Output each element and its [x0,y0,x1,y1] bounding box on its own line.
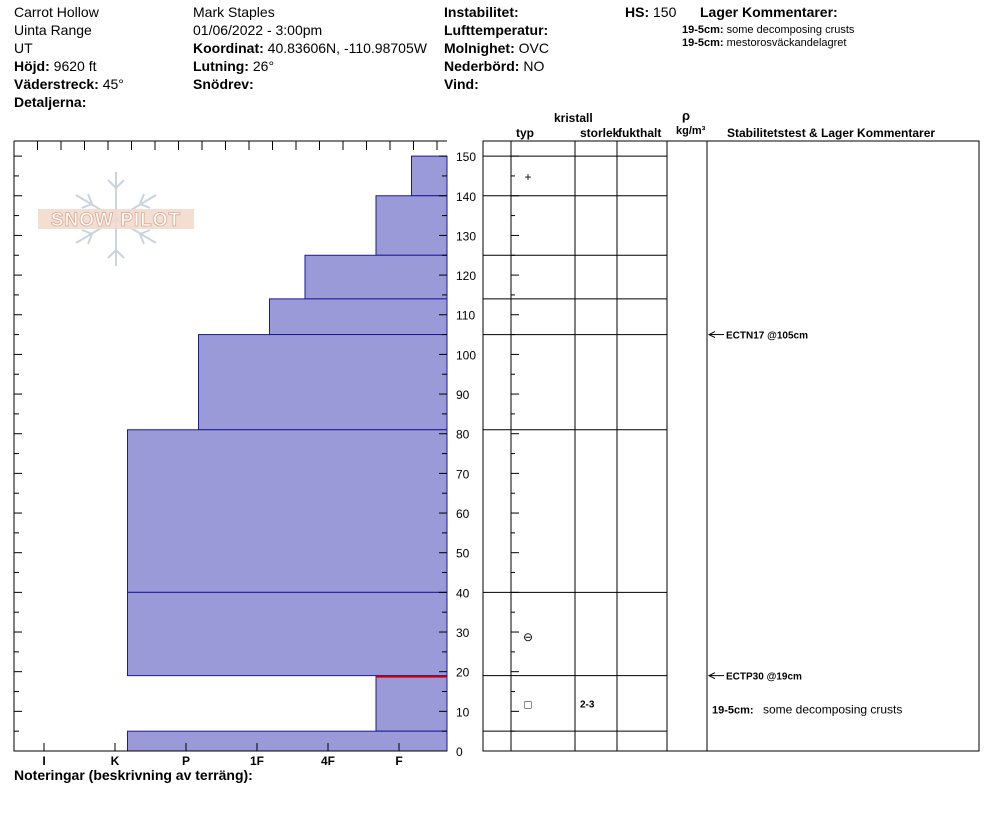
hardness-tick-label: 1F [250,754,264,768]
col-stability: Stabilitetstest & Lager Kommentarer [727,126,936,140]
aspect-value: 45° [102,76,124,92]
slope-row: Lutning: 26° [193,58,274,74]
hardness-tick-label: P [182,754,190,768]
sky-label: Molnighet: [444,40,515,56]
grain-size: 2-3 [580,699,595,710]
depth-tick-label: 40 [456,586,470,600]
logo-text: SNOW PILOT [51,210,181,231]
hardness-layer-bar [375,675,448,732]
table-frame [482,140,980,752]
wind-label: Vind: [444,76,479,92]
snowpilot-logo: SNOW PILOT [38,172,194,266]
hardness-layer-bar [127,429,448,593]
table-comment-text: some decomposing crusts [763,702,902,716]
hardness-tick-label: K [111,754,120,768]
stability-test-label: ECTN17 @105cm [726,331,808,342]
sky-row: Molnighet: OVC [444,40,549,56]
hs-label: HS: [625,4,650,20]
layer-comment-2-depth: 19-5cm: [682,37,724,49]
range-name: Uinta Range [14,22,92,38]
depth-tick-label: 140 [456,190,476,204]
depth-tick-label: 50 [456,547,470,561]
coordinate-label: Koordinat: [193,40,264,56]
aspect-row: Väderstreck: 45° [14,76,124,92]
hardness-layer-bar [127,591,448,677]
layer-comment-1-text: some decomposing crusts [726,24,855,36]
stability-test-label: ECTP30 @19cm [726,672,802,683]
depth-tick-label: 20 [456,666,470,680]
hardness-layer-bar [269,298,448,336]
sky-value: OVC [518,40,549,56]
depth-tick-label: 120 [456,269,476,283]
table-comment-depth: 19-5cm: [712,704,754,716]
col-storlek: storlek [580,126,620,140]
aspect-label: Väderstreck: [14,76,99,92]
instability-label: Instabilitet: [444,4,519,20]
notes-label: Noteringar (beskrivning av terräng): [14,767,253,783]
hardness-tick-label: F [395,754,402,768]
observation-datetime: 01/06/2022 - 3:00pm [193,22,323,38]
state-name: UT [14,40,33,56]
layer-comment-2-text: mestorosväckandelagret [726,37,847,49]
depth-tick-label: 10 [456,705,470,719]
slope-value: 26° [252,58,275,74]
col-kristall: kristall [554,111,593,125]
depth-tick-label: 60 [456,507,470,521]
hs-value: 150 [653,4,677,20]
layer-comment-2: 19-5cm: mestorosväckandelagret [682,37,846,50]
col-rho: ρ [682,108,691,123]
precip-value: NO [523,58,545,74]
precip-row: Nederbörd: NO [444,58,544,74]
col-typ: typ [516,126,534,140]
layer-comment-1-depth: 19-5cm: [682,24,724,36]
col-fukthalt: fukthalt [618,126,662,140]
precip-label: Nederbörd: [444,58,520,74]
hardness-layer-bar [304,254,448,300]
depth-tick-label: 100 [456,348,476,362]
grain-symbol: ⊖ [523,630,533,644]
depth-tick-label: 110 [456,309,475,323]
drift-label: Snödrev: [193,76,254,92]
airtemp-label: Lufttemperatur: [444,22,549,38]
stability-arrow-icon [707,672,716,680]
hardness-layer-bar [198,334,448,431]
depth-tick-label: 90 [456,388,470,402]
grain-symbol: □ [524,697,531,711]
stability-arrow-icon [707,331,716,339]
coordinate-value: 40.83606N, -110.98705W [267,40,427,56]
hs-row: HS: 150 [625,4,676,20]
hardness-tick-label: I [42,754,45,768]
elevation-row: Höjd: 9620 ft [14,58,96,74]
coordinate-row: Koordinat: 40.83606N, -110.98705W [193,40,427,56]
depth-tick-label: 0 [456,745,463,759]
depth-tick-label: 130 [456,229,476,243]
layer-comment-1: 19-5cm: some decomposing crusts [682,24,854,37]
depth-tick-label: 80 [456,428,470,442]
depth-tick-label: 150 [456,150,476,164]
layer-comments-title: Lager Kommentarer: [700,4,838,20]
hardness-layer-bar [375,195,448,256]
location-name: Carrot Hollow [14,4,99,20]
depth-tick-label: 30 [456,626,470,640]
elevation-label: Höjd: [14,58,50,74]
observer-name: Mark Staples [193,4,275,20]
slope-label: Lutning: [193,58,249,74]
col-density-unit: kg/m³ [676,125,706,137]
hardness-tick-label: 4F [321,754,335,768]
elevation-value: 9620 ft [53,58,97,74]
depth-tick-label: 70 [456,467,470,481]
grain-symbol: + [524,170,531,184]
details-label: Detaljerna: [14,94,87,110]
